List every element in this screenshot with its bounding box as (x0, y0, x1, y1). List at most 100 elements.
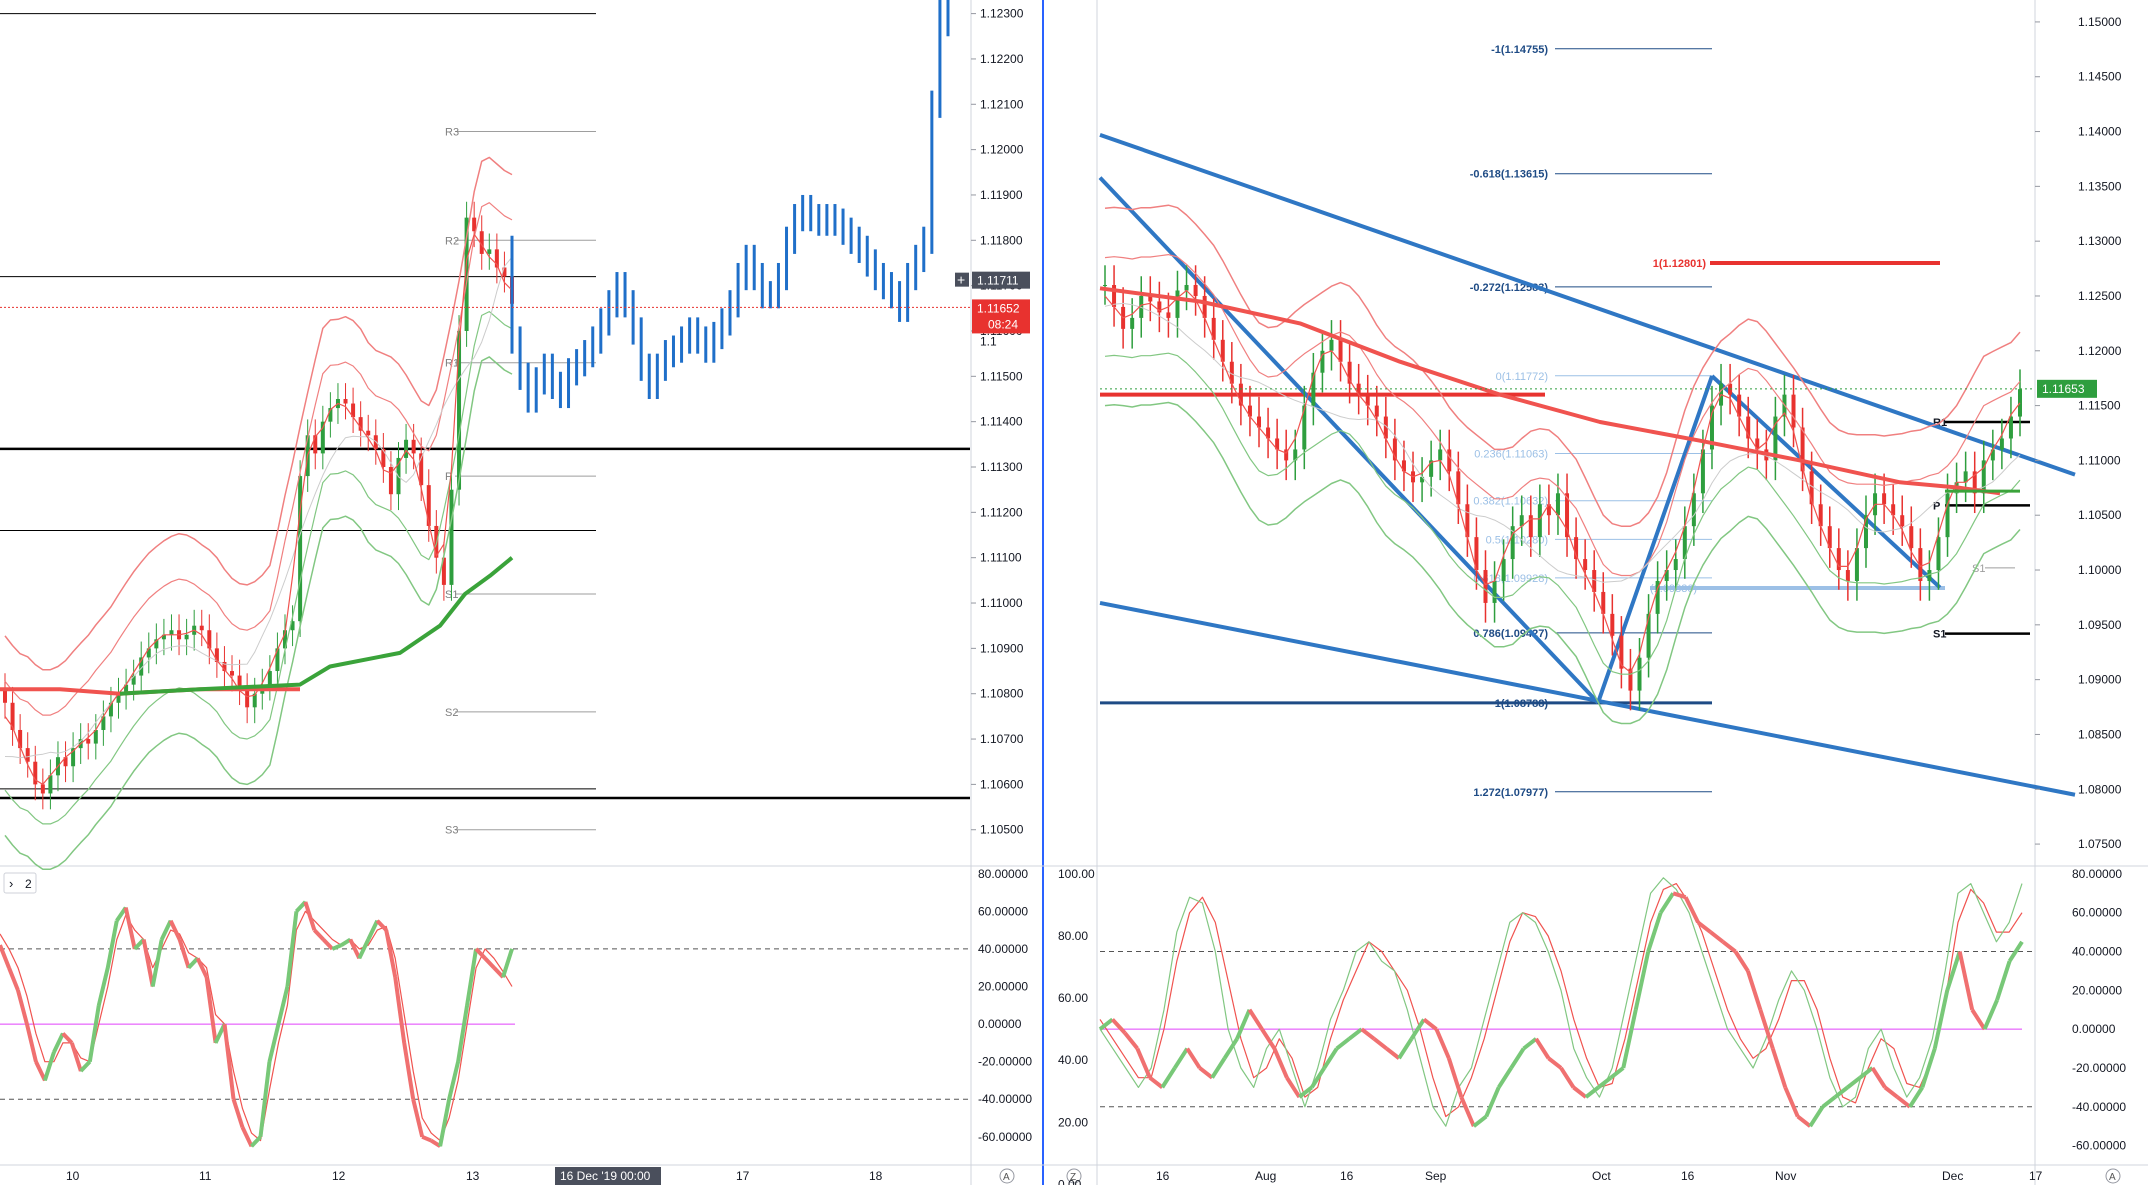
candle-body (1501, 559, 1506, 581)
pivot-label: P (1933, 500, 1940, 512)
osc-main-segment (34, 1060, 47, 1082)
fib-level-label: 0.5(1.10280) (1486, 534, 1548, 546)
crosshair-plus-badge (955, 272, 969, 287)
candle-body (426, 485, 431, 526)
candle-body (1863, 515, 1868, 549)
left-oscillator-pane: › 2 (0, 872, 970, 1148)
lower-band-inner (4, 311, 513, 825)
left-price-pane: R3R2R1PS1S2S3 (0, 0, 970, 870)
candle-body (1755, 438, 1760, 450)
osc-y-tick-label: -60.00000 (2072, 1139, 2126, 1153)
pivot-s1-weekly-label: S1 (1972, 563, 1985, 575)
osc-main-segment (1123, 1031, 1139, 1050)
osc-main-segment (421, 1134, 432, 1143)
osc-main-segment (501, 948, 514, 978)
candle-body (139, 657, 144, 676)
candle-body (1927, 570, 1932, 581)
osc-main-segment (1945, 950, 1962, 991)
trend-line (1099, 132, 2076, 477)
candle-body (1700, 449, 1705, 494)
candle-body (40, 784, 45, 794)
candle-body (1193, 285, 1198, 296)
candle-body (63, 757, 68, 767)
osc-left-tick-label: 80.00 (1058, 929, 1088, 943)
osc-main-segment (1397, 1037, 1414, 1060)
candle-body (1836, 548, 1841, 571)
x-tick-label: 13 (466, 1169, 480, 1183)
upper-band-outer (1104, 204, 2021, 527)
candle-body (313, 435, 318, 454)
osc-main-segment (1709, 930, 1725, 944)
candle-body (404, 439, 409, 458)
y-tick-label: 1.10700 (980, 732, 1024, 746)
osc-main-segment (1298, 1085, 1314, 1099)
candle-body (1773, 416, 1778, 461)
candle-body (1673, 559, 1678, 571)
y-tick-label: 1.10800 (980, 687, 1024, 701)
light-support-label: (1.09836) (1650, 583, 1697, 595)
auto-scale-button[interactable] (2105, 1168, 2121, 1184)
middle-band (4, 256, 513, 759)
y-tick-label: 1.12100 (980, 97, 1024, 111)
osc-y-tick-label: -40.00000 (2072, 1100, 2126, 1114)
y-tick-label: 1.11000 (2078, 453, 2121, 467)
osc-main-segment (1497, 1066, 1513, 1089)
candle-body (1519, 515, 1524, 527)
candle-body (1555, 493, 1560, 516)
osc-main-segment (1883, 1085, 1899, 1099)
candle-body (1537, 504, 1542, 538)
y-tick-label: 1.10500 (2078, 508, 2122, 522)
candle-body (199, 625, 204, 631)
x-tick-label: 18 (869, 1169, 883, 1183)
osc-main-segment (312, 928, 325, 941)
candle-body (1854, 548, 1859, 581)
osc-main-segment (1160, 1066, 1177, 1089)
lower-band-outer (1104, 401, 2021, 725)
osc-main-segment (1235, 1008, 1252, 1040)
osc-main-segment (1260, 1028, 1277, 1050)
osc-y-tick-label: 80.00000 (2072, 867, 2122, 881)
candle-body (1492, 580, 1497, 603)
osc-main-segment (331, 943, 343, 951)
candle-body (1918, 548, 1923, 581)
fib-level-label: 1(1.08788) (1495, 698, 1549, 710)
osc-main-segment (1672, 891, 1687, 900)
osc-main-segment (1683, 896, 1700, 924)
auto-scale-button[interactable] (999, 1168, 1015, 1184)
candle-body (1909, 526, 1914, 549)
candle-body (1130, 317, 1135, 329)
osc-main-segment (1932, 989, 1950, 1049)
candle-body (1429, 460, 1434, 477)
x-tick-label: 16 (1340, 1169, 1354, 1183)
osc-main-segment (1446, 1057, 1464, 1098)
candle-body (381, 448, 386, 468)
candle-body (184, 634, 189, 640)
candle-body (1619, 635, 1624, 669)
osc-main-segment (7, 966, 20, 991)
osc-main-segment (52, 1032, 65, 1054)
candle-body (1791, 394, 1796, 428)
right-oscillator-pane (1098, 877, 2035, 1128)
osc-main-segment (267, 1023, 281, 1063)
osc-main-segment (483, 956, 496, 970)
zoom-reset-label: Z (1070, 1172, 1076, 1183)
osc-main-segment (1658, 892, 1675, 914)
zoom-reset-button[interactable] (1066, 1168, 1082, 1184)
osc-signal-line (0, 910, 513, 1142)
y-tick-label: 1.14000 (2078, 125, 2122, 139)
osc-main-segment (1360, 1027, 1376, 1041)
candle-body (1655, 580, 1660, 614)
x-tick-label: Nov (1775, 1169, 1796, 1183)
candle-body (1546, 504, 1551, 516)
candle-body (1483, 570, 1488, 603)
cursor-date-badge (555, 1167, 661, 1185)
y-tick-label: 1.11800 (980, 233, 1023, 247)
y-tick-label: 1.11300 (980, 460, 1023, 474)
osc-main-segment (1272, 1047, 1289, 1079)
y-tick-label: 1.12300 (980, 7, 1024, 21)
osc-left-tick-label: 0.00 (1058, 1177, 1082, 1185)
crosshair-price-badge (972, 271, 1030, 289)
legend-toggle[interactable] (3, 872, 37, 894)
osc-main-segment (321, 938, 334, 951)
